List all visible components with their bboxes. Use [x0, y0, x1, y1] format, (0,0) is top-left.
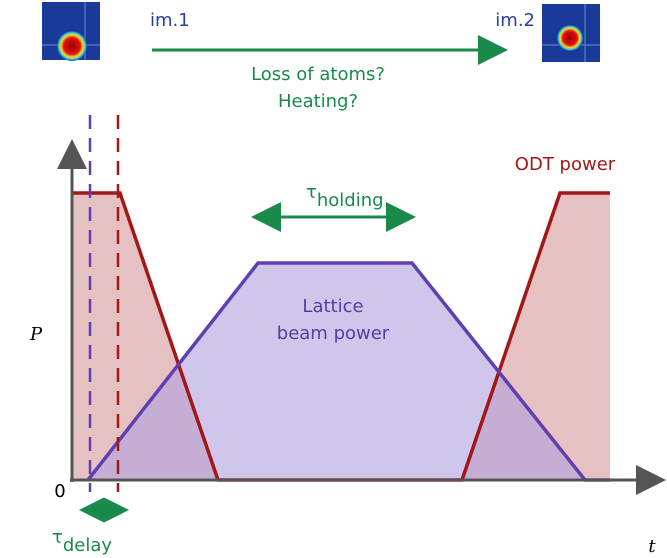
- figure: im.1 im.2 Loss of atoms? Heating? 0 P t …: [0, 0, 667, 558]
- image-label: im.2: [495, 10, 535, 31]
- caption: Heating?: [278, 91, 358, 112]
- odt-label: ODT power: [515, 154, 616, 175]
- image-1: [42, 2, 100, 61]
- tau-delay: τdelay: [52, 527, 112, 556]
- tau-subscript: holding: [317, 190, 384, 211]
- tau-holding: τholding: [306, 182, 384, 211]
- x-label: t: [648, 536, 656, 557]
- lattice-label: beam power: [277, 323, 390, 344]
- origin-label: 0: [54, 481, 65, 502]
- image-2: [542, 4, 600, 62]
- y-label: P: [29, 324, 43, 345]
- tau-symbol: τ: [306, 182, 317, 203]
- image-label: im.1: [150, 10, 190, 31]
- tau-symbol: τ: [52, 527, 63, 548]
- tau-subscript: delay: [63, 535, 113, 556]
- caption: Loss of atoms?: [251, 64, 385, 85]
- lattice-label: Lattice: [302, 296, 363, 317]
